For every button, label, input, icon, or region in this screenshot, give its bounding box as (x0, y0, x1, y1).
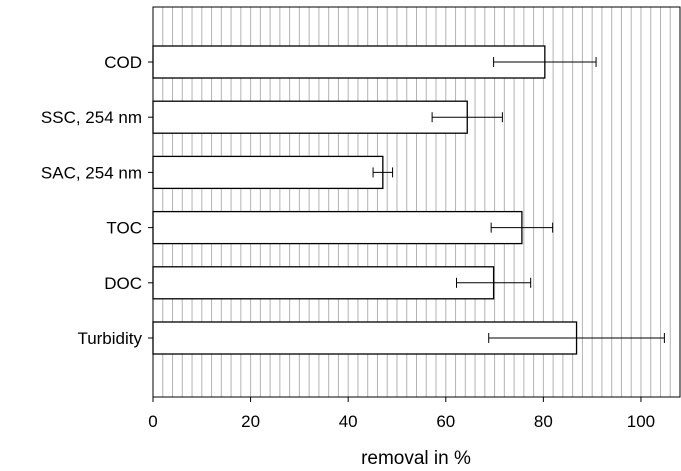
bar-sac-254-nm (152, 155, 384, 190)
error-bar-ssc-254-nm (431, 112, 503, 123)
x-axis-title: removal in % (361, 448, 471, 469)
bar-ssc-254-nm (152, 100, 468, 134)
x-tick-label: 0 (148, 412, 157, 431)
y-tick-label: SAC, 254 nm (41, 163, 142, 182)
y-tick-label: SSC, 254 nm (41, 108, 142, 127)
plot-area-frame (152, 6, 681, 398)
bar-doc (152, 266, 495, 300)
error-bar-toc (490, 222, 554, 233)
x-axis-ticks: 0 20 40 60 80 100 (148, 397, 655, 431)
error-bar-turbidity (488, 333, 665, 343)
x-tick-label: 40 (339, 412, 358, 431)
y-tick-label: TOC (106, 219, 142, 238)
y-tick-label: DOC (104, 274, 142, 293)
bars (152, 45, 578, 355)
x-tick-label: 20 (241, 412, 260, 431)
x-tick-label: 60 (436, 412, 455, 431)
bar-toc (152, 210, 523, 245)
bar-cod (152, 45, 546, 79)
error-bar-sac-254-nm (372, 167, 394, 178)
y-tick-label: COD (104, 53, 142, 72)
x-tick-label: 80 (534, 412, 553, 431)
error-bar-cod (493, 57, 597, 67)
y-axis-ticks: COD SSC, 254 nm SAC, 254 nm TOC DOC Turbidity (41, 53, 153, 348)
x-tick-label: 100 (627, 412, 655, 431)
error-bars (372, 57, 665, 343)
y-tick-label: Turbidity (77, 329, 142, 348)
error-bar-doc (456, 277, 532, 288)
